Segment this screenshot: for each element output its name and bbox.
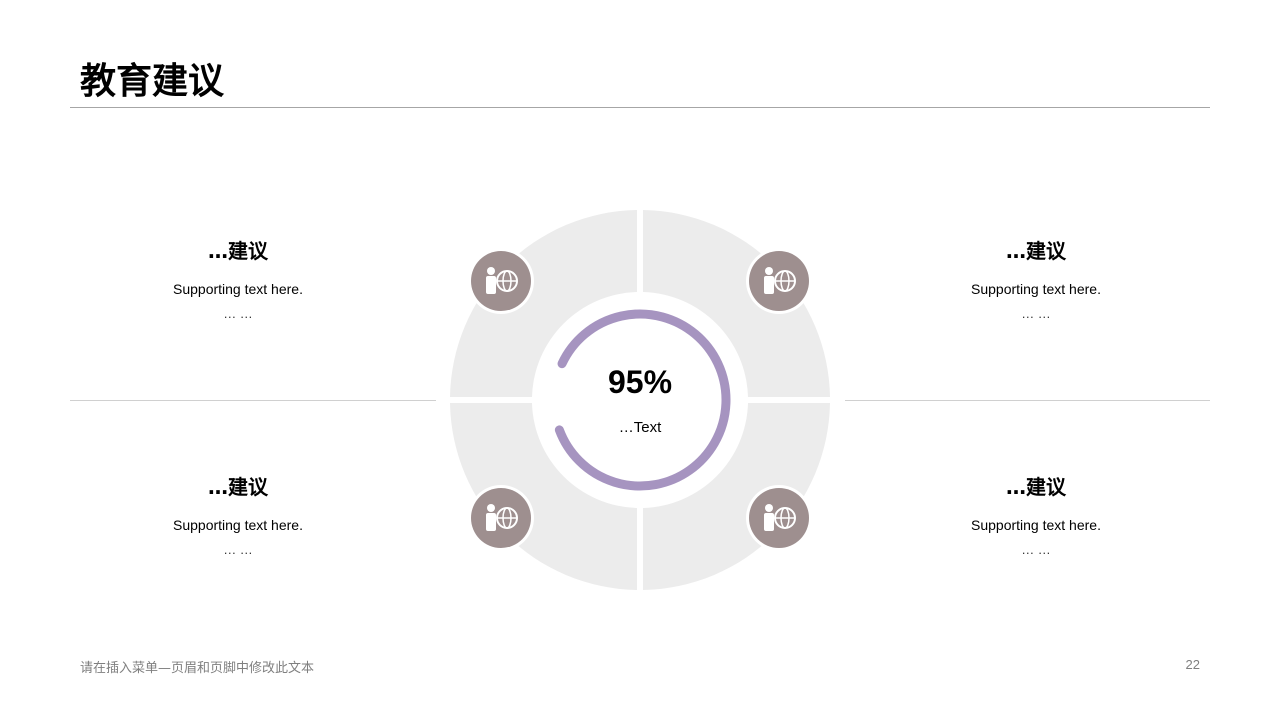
progress-value: 95% [607,364,673,400]
suggestion-text: Supporting text here. [971,281,1101,297]
suggestion-ellipsis: … … [1021,542,1051,557]
suggestion-heading: …建议 [1006,475,1066,499]
segment-bottom-left [450,403,637,590]
progress-arc [554,309,731,491]
ring-svg [450,210,830,590]
suggestion-block-top-right: …建议 Supporting text here. … … [886,238,1186,322]
progress-label: …Text [618,419,662,436]
title-divider [70,107,1210,108]
person-globe-icon [468,248,534,314]
progress-ring-graphic [440,200,840,600]
suggestion-ellipsis: … … [1021,306,1051,321]
segment-top-left [450,210,637,397]
suggestion-text: Supporting text here. [173,517,303,533]
person-globe-icon [746,248,812,314]
segment-top-right [643,210,830,397]
person-globe-icon [468,485,534,551]
suggestion-ellipsis: … … [223,542,253,557]
suggestion-heading: …建议 [208,475,268,499]
suggestion-block-top-left: …建议 Supporting text here. … … [88,238,388,322]
suggestion-text: Supporting text here. [971,517,1101,533]
segment-bottom-right [643,403,830,590]
suggestion-heading: …建议 [1006,239,1066,263]
footer-text: 请在插入菜单—页眉和页脚中修改此文本 [80,661,315,676]
right-divider [845,400,1210,401]
person-globe-icon [746,485,812,551]
page-title: 教育建议 [80,61,225,102]
suggestion-block-bottom-left: …建议 Supporting text here. … … [88,474,388,558]
suggestion-text: Supporting text here. [173,281,303,297]
suggestion-ellipsis: … … [223,306,253,321]
suggestion-block-bottom-right: …建议 Supporting text here. … … [886,474,1186,558]
left-divider [70,400,436,401]
suggestion-heading: …建议 [208,239,268,263]
page-number: 22 [1185,657,1200,672]
